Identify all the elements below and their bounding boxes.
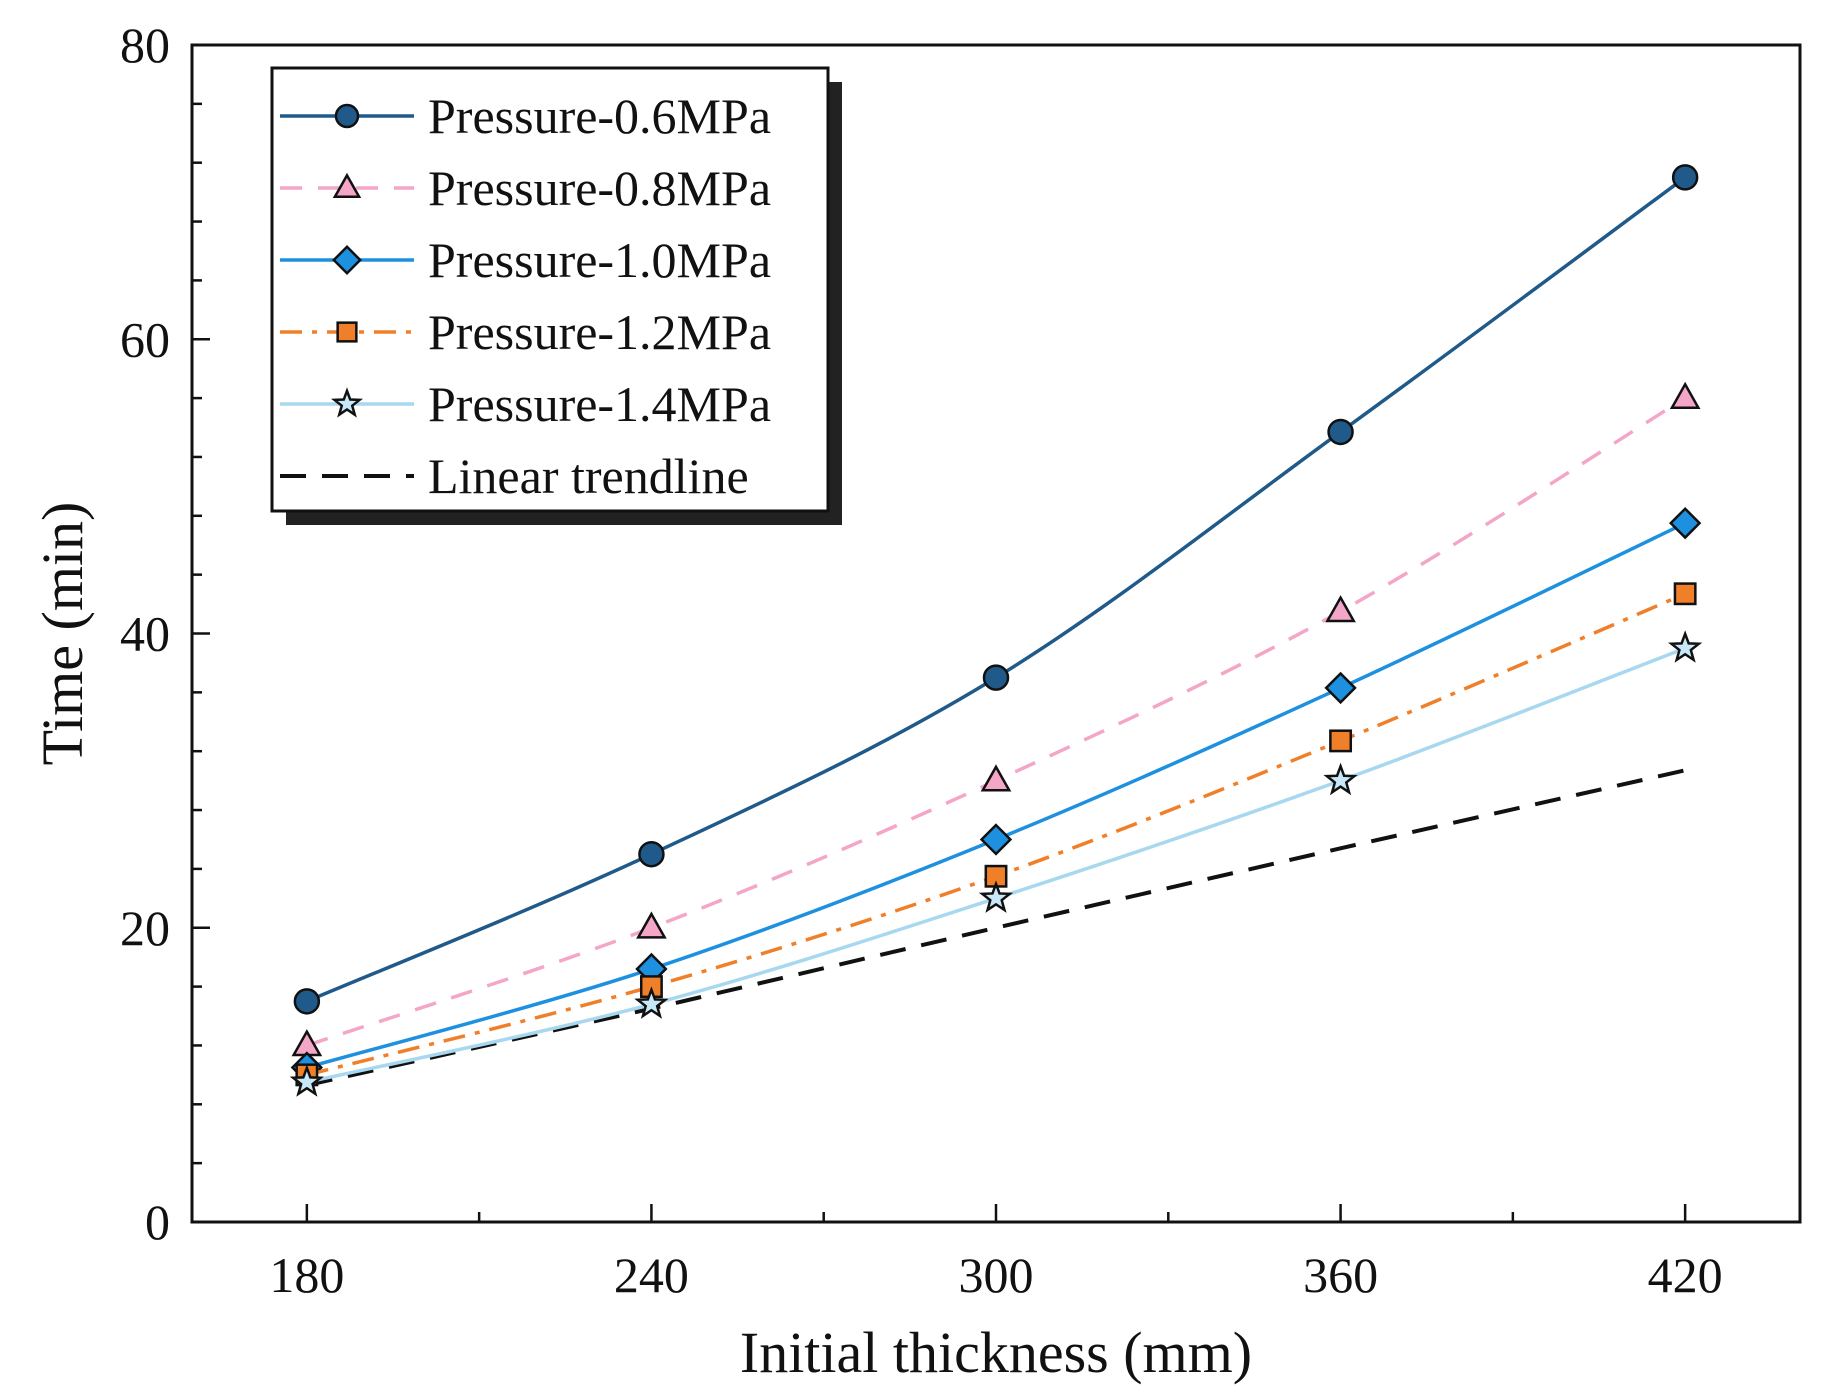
legend-marker	[336, 321, 358, 343]
legend-label: Linear trendline	[428, 448, 749, 504]
data-point	[1668, 630, 1703, 663]
x-tick-label: 360	[1303, 1247, 1378, 1303]
data-point	[1329, 729, 1353, 753]
legend-label: Pressure-0.8MPa	[428, 160, 771, 216]
series-pressure-0-8mpa	[291, 381, 1701, 1057]
legend: Pressure-0.6MPa Pressure-0.8MPa Pressure-1…	[270, 66, 842, 525]
legend-item: Pressure-1.2MPa	[280, 304, 771, 360]
legend-marker	[331, 387, 363, 418]
legend-item: Linear trendline	[280, 448, 749, 504]
series-pressure-0-6mpa	[293, 164, 1699, 1015]
data-point	[1324, 671, 1357, 705]
legend-marker	[332, 245, 362, 275]
series-pressure-1-4mpa	[289, 630, 1703, 1097]
x-tick-label: 420	[1648, 1247, 1723, 1303]
series-line	[306, 768, 1686, 1088]
series-line	[306, 521, 1686, 1070]
data-point	[1671, 164, 1699, 191]
data-point	[982, 664, 1010, 691]
y-axis-title: Time (min)	[30, 502, 95, 766]
series-linear-trendline	[306, 768, 1686, 1088]
data-point	[1325, 595, 1356, 623]
legend-label: Pressure-1.2MPa	[428, 304, 771, 360]
legend-marker	[332, 172, 362, 199]
x-axis-title: Initial thickness (mm)	[740, 1320, 1252, 1385]
data-point	[634, 986, 669, 1019]
x-tick-label: 180	[269, 1247, 344, 1303]
axes-layer: 0 20 40 60 80 180 240 300 360 420	[120, 17, 1802, 1303]
data-point	[978, 880, 1014, 913]
legend-item: Pressure-1.4MPa	[280, 376, 771, 432]
data-point	[289, 1064, 324, 1097]
series-pressure-1-0mpa	[290, 506, 1702, 1084]
y-tick-label: 80	[120, 17, 170, 73]
legend-label: Pressure-1.4MPa	[428, 376, 771, 432]
x-tick-label: 240	[614, 1247, 689, 1303]
x-tick-label: 300	[959, 1247, 1034, 1303]
legend-label: Pressure-0.6MPa	[428, 88, 771, 144]
legend-item: Pressure-1.0MPa	[280, 232, 771, 288]
legend-marker	[334, 103, 360, 129]
data-point	[636, 911, 667, 939]
data-point	[1673, 582, 1697, 606]
data-point	[638, 840, 665, 868]
legend-label: Pressure-1.0MPa	[428, 232, 771, 288]
legend-item: Pressure-0.6MPa	[280, 88, 771, 144]
y-tick-label: 0	[145, 1194, 170, 1250]
data-point	[293, 988, 321, 1015]
data-point	[1323, 762, 1358, 796]
y-tick-label: 40	[120, 606, 170, 662]
legend-box	[270, 66, 830, 513]
series-layer	[289, 164, 1703, 1097]
data-point	[1327, 418, 1354, 446]
data-point	[980, 764, 1012, 792]
y-tick-label: 20	[120, 900, 170, 956]
data-point	[1668, 506, 1702, 540]
legend-item: Pressure-0.8MPa	[280, 160, 771, 216]
data-point	[979, 823, 1013, 856]
y-tick-label: 60	[120, 311, 170, 367]
data-point	[1669, 381, 1701, 409]
